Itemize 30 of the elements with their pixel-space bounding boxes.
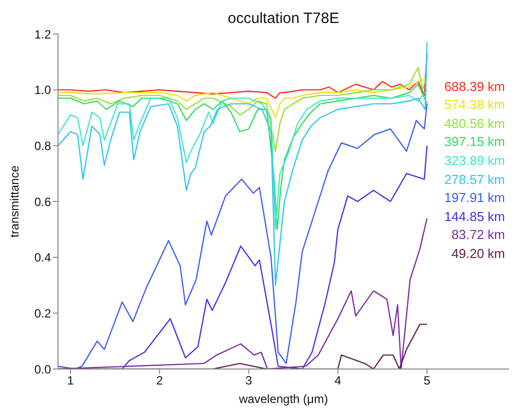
line-series [58,52,428,99]
text: 144.85 km [444,208,505,226]
series-label: 83.72 km [450,226,505,244]
y-axis-title: transmittance [7,165,22,238]
x-tick-label: 2 [156,374,164,388]
line-series [58,66,428,152]
line-series [58,42,428,286]
x-tick-label: 3 [245,374,252,388]
x-tick-label: 4 [334,374,342,388]
line-series [58,78,428,118]
y-tick-label: 1.2 [34,27,52,42]
x-tick-label: 5 [424,374,431,388]
text: 480.56 km [444,114,505,133]
y-tick-label: 0.6 [34,194,52,209]
x-tick-label: 1 [67,374,74,388]
x-axis-title: wavelength (μm) [238,392,328,406]
text: 323.89 km [444,152,505,170]
y-tick-label: 1.0 [34,83,52,98]
line-series [58,103,428,369]
y-tick-label: 0.4 [34,250,52,265]
text: 49.20 km [450,244,505,263]
series-label: 574.38 km [444,96,505,114]
y-tick-label: 0.0 [34,362,52,376]
text: 197.91 km [444,189,505,208]
y-tick-label: 0.2 [34,306,52,320]
text: 397.15 km [444,133,505,152]
series-label: 688.39 km [444,78,505,96]
chart-title: occultation T78E [226,10,340,27]
y-tick-label: 0.8 [34,138,52,153]
text: 278.57 km [444,170,505,189]
